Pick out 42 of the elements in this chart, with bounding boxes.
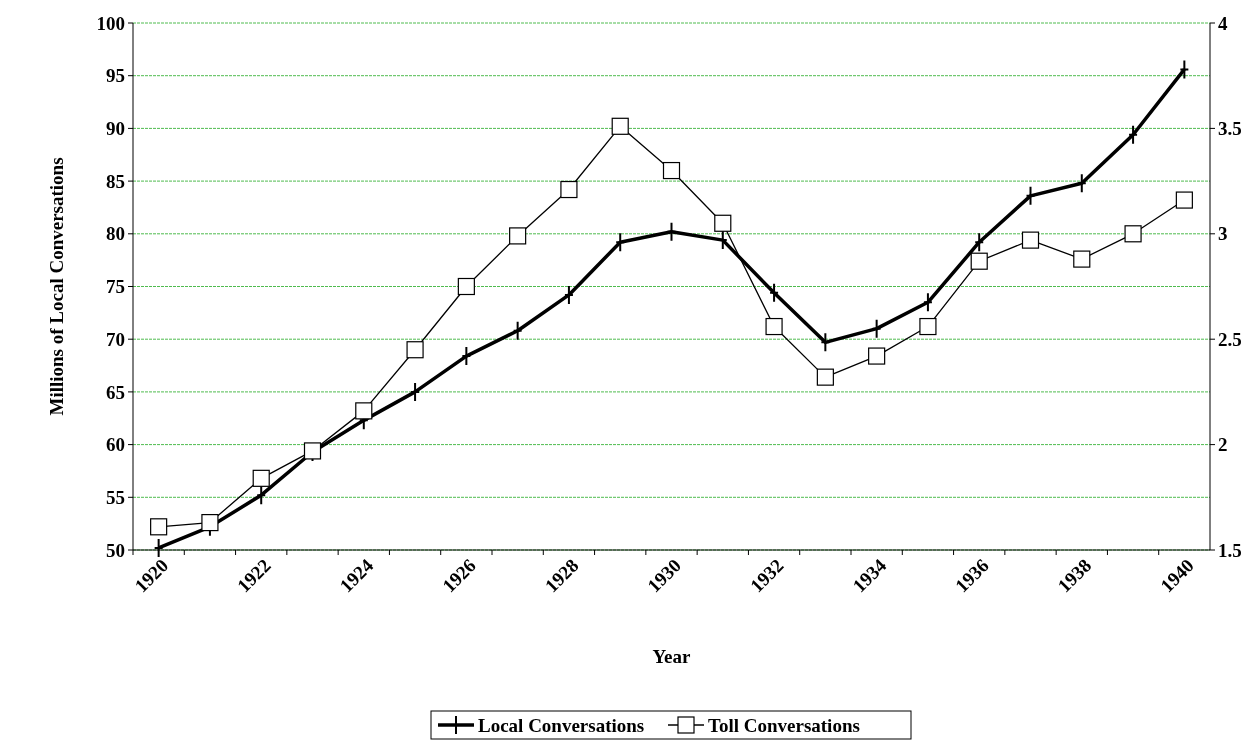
point [714, 214, 732, 232]
point [868, 347, 886, 365]
y-tick-label: 50 [106, 539, 125, 561]
y-tick-label: 90 [106, 118, 125, 140]
point [303, 442, 322, 460]
legend-label: Local Conversations [478, 714, 645, 736]
y-tick-label: 95 [106, 65, 125, 87]
y2-tick-label: 4 [1218, 12, 1228, 34]
point [150, 518, 168, 536]
point [816, 368, 834, 386]
y-tick-label: 85 [106, 170, 125, 192]
point [457, 277, 475, 296]
y-tick-label: 55 [106, 486, 125, 508]
legend-label: Toll Conversations [708, 714, 860, 736]
y2-tick-label: 3 [1218, 223, 1228, 245]
point [406, 341, 424, 359]
y-tick-label: 70 [106, 328, 125, 350]
point [662, 161, 681, 180]
point [252, 469, 270, 487]
point [1175, 191, 1193, 209]
y-axis-title: Millions of Local Conversations [46, 157, 67, 416]
point [201, 514, 219, 532]
point [355, 402, 373, 420]
y2-tick-label: 2 [1218, 434, 1228, 456]
y-tick-label: 75 [106, 276, 125, 298]
point [1124, 225, 1142, 243]
y2-tick-label: 3.5 [1218, 118, 1242, 140]
y2-tick-label: 2.5 [1218, 328, 1242, 350]
point [1073, 250, 1091, 268]
y-tick-label: 60 [106, 434, 125, 456]
point [611, 117, 629, 135]
x-axis-title: Year [652, 646, 692, 667]
point [919, 317, 937, 336]
point [509, 227, 527, 245]
point [560, 180, 578, 199]
point [970, 252, 988, 270]
y2-tick-label: 1.5 [1218, 539, 1242, 561]
y-tick-label: 80 [106, 223, 125, 245]
y-tick-label: 65 [106, 381, 125, 403]
point [1021, 231, 1040, 249]
y-tick-label: 100 [96, 12, 125, 34]
point [765, 317, 783, 336]
